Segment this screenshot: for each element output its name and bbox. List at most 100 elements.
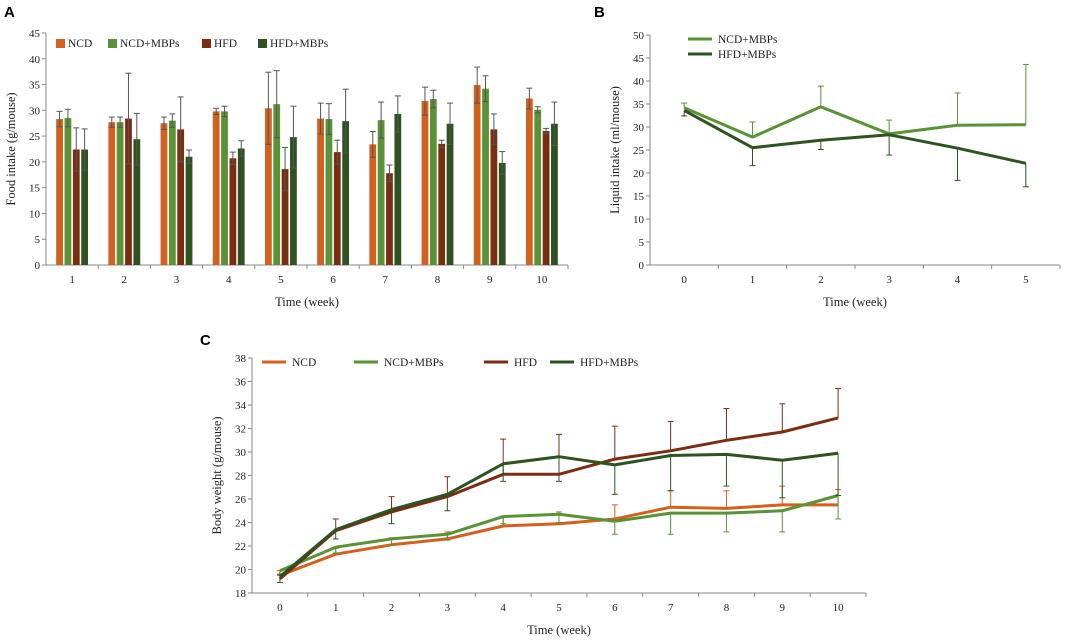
chart-b-legend-label: NCD+MBPs [718, 34, 778, 46]
chart-a-legend-label: HFD [214, 38, 237, 50]
chart-c-y-tick-label: 18 [235, 588, 247, 600]
chart-c-y-tick-label: 32 [235, 424, 246, 436]
chart-b-x-tick-label: 5 [1023, 274, 1029, 286]
chart-a-y-tick-label: 40 [29, 54, 41, 66]
chart-a-legend-swatch [202, 39, 211, 48]
chart-c-x-tick-label: 6 [612, 602, 618, 614]
chart-a-bar-ncd-mbps [429, 98, 437, 265]
chart-b-y-tick-label: 10 [633, 214, 645, 226]
chart-a-bar-hfd [72, 149, 80, 265]
chart-a-x-tick-label: 1 [69, 274, 75, 286]
chart-c-x-tick-label: 3 [445, 602, 451, 614]
chart-c-y-tick-label: 28 [235, 471, 247, 483]
chart-a-y-tick-label: 15 [29, 183, 41, 195]
chart-a-x-tick-label: 8 [435, 274, 441, 286]
chart-a-bar-ncd [369, 144, 377, 265]
chart-a-bar-hfd [438, 143, 446, 265]
chart-c-x-tick-label: 4 [500, 602, 506, 614]
chart-a-bar-ncd [525, 98, 533, 265]
chart-a-bar-ncd-mbps [64, 118, 72, 265]
chart-a-bar-ncd [160, 123, 168, 265]
chart-a-bar-hfd [333, 152, 341, 265]
chart-a-x-tick-label: 4 [226, 274, 232, 286]
chart-a-bar-hfd [125, 118, 132, 266]
chart-a-x-tick-label: 3 [174, 274, 180, 286]
chart-a-y-axis-title: Food intake (g/mouse) [4, 92, 18, 205]
chart-a-bar-ncd-mbps [273, 104, 281, 265]
chart-b-y-tick-label: 5 [639, 237, 645, 249]
chart-a-bar-hfd-mbps [185, 156, 193, 265]
chart-b-y-tick-label: 40 [633, 76, 645, 88]
chart-a-x-tick-label: 2 [122, 274, 128, 286]
chart-a-bar-ncd-mbps [116, 122, 124, 266]
chart-c-series-line-hfd-mbps [278, 451, 839, 578]
chart-a-bar-hfd-mbps [551, 123, 558, 265]
chart-a-legend-label: NCD+MBPs [120, 38, 180, 50]
chart-c-x-tick-label: 9 [780, 602, 786, 614]
chart-c-x-tick-label: 2 [389, 602, 395, 614]
chart-a-bar-ncd [212, 111, 220, 265]
chart-b-x-tick-label: 4 [955, 274, 961, 286]
chart-c-x-tick-label: 10 [833, 602, 845, 614]
chart-b-y-tick-label: 20 [633, 168, 645, 180]
chart-a-x-tick-label: 5 [278, 274, 284, 286]
chart-a-x-tick-label: 6 [330, 274, 336, 286]
chart-c-y-tick-label: 24 [235, 518, 247, 530]
chart-a-bar-hfd [542, 130, 550, 265]
chart-a-bar-ncd-mbps [534, 109, 542, 265]
chart-c-x-axis-title: Time (week) [527, 623, 591, 637]
chart-c-legend-label: NCD+MBPs [384, 357, 444, 369]
chart-c-legend-label: HFD+MBPs [580, 357, 639, 369]
chart-a-bar-hfd-mbps [342, 121, 350, 265]
chart-a-x-tick-label: 7 [383, 274, 389, 286]
chart-a-x-tick-label: 9 [487, 274, 493, 286]
chart-c-x-tick-label: 7 [668, 602, 674, 614]
chart-a-bar-ncd [317, 118, 324, 266]
chart-c-y-tick-label: 30 [235, 447, 247, 459]
chart-b-legend-label: HFD+MBPs [718, 49, 777, 61]
chart-c-legend-label: NCD [292, 357, 316, 369]
chart-a-bar-hfd-mbps [498, 162, 506, 265]
chart-a-legend-swatch [258, 39, 267, 48]
chart-a-bar-hfd-mbps [81, 149, 89, 265]
chart-a-bar-hfd-mbps [237, 148, 245, 265]
chart-b-series-line-ncd-mbps [683, 105, 1026, 139]
chart-b-x-tick-label: 2 [818, 274, 824, 286]
chart-c-y-tick-label: 20 [235, 565, 247, 577]
chart-c-y-tick-label: 38 [235, 353, 247, 365]
chart-a-bar-ncd [473, 85, 481, 266]
chart-c-y-tick-label: 34 [235, 400, 247, 412]
panel-letter-b: B [594, 4, 605, 21]
chart-b-x-tick-label: 3 [886, 274, 892, 286]
chart-a-bar-ncd-mbps [221, 111, 228, 265]
chart-a-bar-ncd-mbps [168, 120, 176, 266]
chart-a-y-tick-label: 45 [29, 28, 41, 40]
chart-a-y-tick-label: 5 [35, 234, 41, 246]
chart-c-y-tick-label: 36 [235, 377, 247, 389]
chart-a-bar-ncd [264, 108, 272, 265]
chart-a-bar-ncd [421, 101, 429, 265]
chart-a-legend-label: NCD [68, 38, 92, 50]
chart-b-y-tick-label: 45 [633, 53, 645, 65]
chart-c-x-tick-label: 0 [277, 602, 283, 614]
chart-b-y-axis-title: Liquid intake (ml/mouse) [608, 86, 622, 214]
chart-c-legend-label: HFD [514, 357, 537, 369]
chart-a-bar-ncd [56, 119, 63, 265]
chart-b-y-tick-label: 35 [633, 99, 645, 111]
chart-c-y-axis-title: Body weight (g/mouse) [210, 416, 224, 534]
chart-a-bar-ncd-mbps [325, 119, 333, 265]
chart-c-x-tick-label: 1 [333, 602, 339, 614]
chart-a-bar-hfd [490, 129, 498, 265]
chart-a-y-tick-label: 30 [29, 105, 41, 117]
chart-a-y-tick-label: 35 [29, 80, 41, 92]
chart-a-legend-label: HFD+MBPs [270, 38, 329, 50]
chart-a-bar-hfd [386, 173, 393, 265]
chart-a-y-tick-label: 20 [29, 157, 41, 169]
panel-letter-a: A [4, 4, 15, 21]
chart-b-y-tick-label: 15 [633, 191, 645, 203]
chart-b-y-tick-label: 30 [633, 122, 645, 134]
chart-a-legend-swatch [56, 39, 65, 48]
